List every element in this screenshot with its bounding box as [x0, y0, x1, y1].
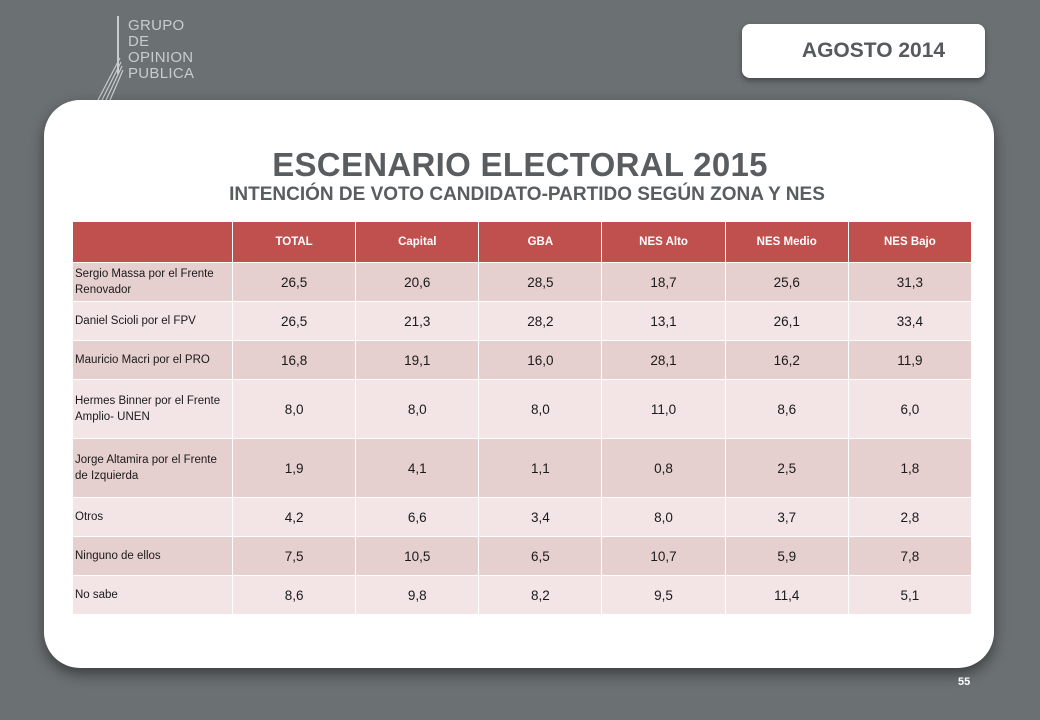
table-row: Ninguno de ellos 7,5 10,5 6,5 10,7 5,9 7… [72, 536, 973, 576]
table-cell: 28,1 [601, 340, 726, 380]
table-cell: 6,5 [478, 536, 603, 576]
page-title: ESCENARIO ELECTORAL 2015 [272, 146, 768, 183]
table-cell: 13,1 [601, 301, 726, 341]
column-header-total: TOTAL [232, 222, 357, 263]
table-cell: 3,4 [478, 497, 603, 537]
table-cell: 6,6 [355, 497, 480, 537]
logo-line-2: DE [128, 33, 150, 50]
table-cell: 10,7 [601, 536, 726, 576]
table-cell: 8,0 [478, 379, 603, 439]
table-cell: 7,8 [847, 536, 973, 576]
row-label: Otros [72, 497, 233, 537]
table-cell: 5,9 [724, 536, 849, 576]
table-cell: 20,6 [355, 262, 480, 302]
table-cell: 16,8 [231, 340, 357, 380]
table-cell: 0,8 [601, 438, 726, 498]
row-label: Ninguno de ellos [72, 536, 233, 576]
table-cell: 26,1 [724, 301, 849, 341]
table-cell: 9,5 [601, 575, 726, 615]
table-cell: 4,2 [231, 497, 357, 537]
table-row: Daniel Scioli por el FPV 26,5 21,3 28,2 … [72, 301, 973, 341]
table-cell: 2,5 [724, 438, 849, 498]
table-cell: 18,7 [601, 262, 726, 302]
table-cell: 33,4 [847, 301, 973, 341]
table-row: Otros 4,2 6,6 3,4 8,0 3,7 2,8 [72, 497, 973, 537]
table-cell: 9,8 [355, 575, 480, 615]
table-cell: 1,9 [231, 438, 357, 498]
table-cell: 1,8 [847, 438, 973, 498]
column-header-nes-medio: NES Medio [725, 222, 849, 263]
page-number: 55 [958, 676, 971, 688]
table-cell: 8,6 [231, 575, 357, 615]
row-label: Mauricio Macri por el PRO [72, 340, 233, 380]
column-header-nes-bajo: NES Bajo [848, 222, 973, 263]
table-cell: 28,5 [478, 262, 603, 302]
table-cell: 26,5 [231, 262, 357, 302]
table-row: Jorge Altamira por el Frente de Izquierd… [72, 438, 973, 498]
table-row: Mauricio Macri por el PRO 16,8 19,1 16,0… [72, 340, 973, 380]
table-cell: 16,0 [478, 340, 603, 380]
column-header-capital: Capital [355, 222, 480, 263]
column-header-nes-alto: NES Alto [601, 222, 726, 263]
table-cell: 3,7 [724, 497, 849, 537]
table-cell: 5,1 [847, 575, 973, 615]
table-cell: 1,1 [478, 438, 603, 498]
logo-line-1: GRUPO [128, 17, 185, 34]
table-cell: 25,6 [724, 262, 849, 302]
date-badge-label: AGOSTO 2014 [801, 39, 946, 62]
table-cell: 7,5 [231, 536, 357, 576]
table-cell: 10,5 [355, 536, 480, 576]
column-header-gba: GBA [478, 222, 603, 263]
vote-intention-table: TOTAL Capital GBA NES Alto NES Medio NES… [72, 222, 973, 615]
table-cell: 8,0 [231, 379, 357, 439]
table-cell: 4,1 [355, 438, 480, 498]
table-cell: 2,8 [847, 497, 973, 537]
table-cell: 8,6 [724, 379, 849, 439]
page-subtitle: INTENCIÓN DE VOTO CANDIDATO-PARTIDO SEGÚ… [229, 184, 825, 205]
logo-mark-icon [97, 16, 124, 101]
table-cell: 11,4 [724, 575, 849, 615]
column-header-candidate [72, 222, 233, 263]
row-label: Jorge Altamira por el Frente de Izquierd… [72, 438, 233, 498]
row-label: Sergio Massa por el Frente Renovador [72, 262, 233, 302]
grupo-opinion-publica-logo: GRUPO DE OPINION PUBLICA [96, 14, 216, 104]
logo-line-4: PUBLICA [128, 65, 195, 82]
table-row: No sabe 8,6 9,8 8,2 9,5 11,4 5,1 [72, 575, 973, 615]
table-row: Sergio Massa por el Frente Renovador 26,… [72, 262, 973, 302]
date-badge: AGOSTO 2014 [742, 24, 985, 78]
table-cell: 8,0 [601, 497, 726, 537]
table-cell: 11,9 [847, 340, 973, 380]
row-label: No sabe [72, 575, 233, 615]
table-cell: 19,1 [355, 340, 480, 380]
table-cell: 21,3 [355, 301, 480, 341]
row-label: Daniel Scioli por el FPV [72, 301, 233, 341]
row-label: Hermes Binner por el Frente Amplio- UNEN [72, 379, 233, 439]
table-cell: 16,2 [724, 340, 849, 380]
table-row: Hermes Binner por el Frente Amplio- UNEN… [72, 379, 973, 439]
table-cell: 6,0 [847, 379, 973, 439]
table-cell: 8,0 [355, 379, 480, 439]
table-cell: 8,2 [478, 575, 603, 615]
table-cell: 26,5 [231, 301, 357, 341]
table-cell: 28,2 [478, 301, 603, 341]
logo-line-3: OPINION [128, 49, 194, 66]
logo-text: GRUPO DE OPINION PUBLICA [128, 18, 194, 82]
table-cell: 11,0 [601, 379, 726, 439]
table-cell: 31,3 [847, 262, 973, 302]
table-header-row: TOTAL Capital GBA NES Alto NES Medio NES… [72, 222, 973, 263]
